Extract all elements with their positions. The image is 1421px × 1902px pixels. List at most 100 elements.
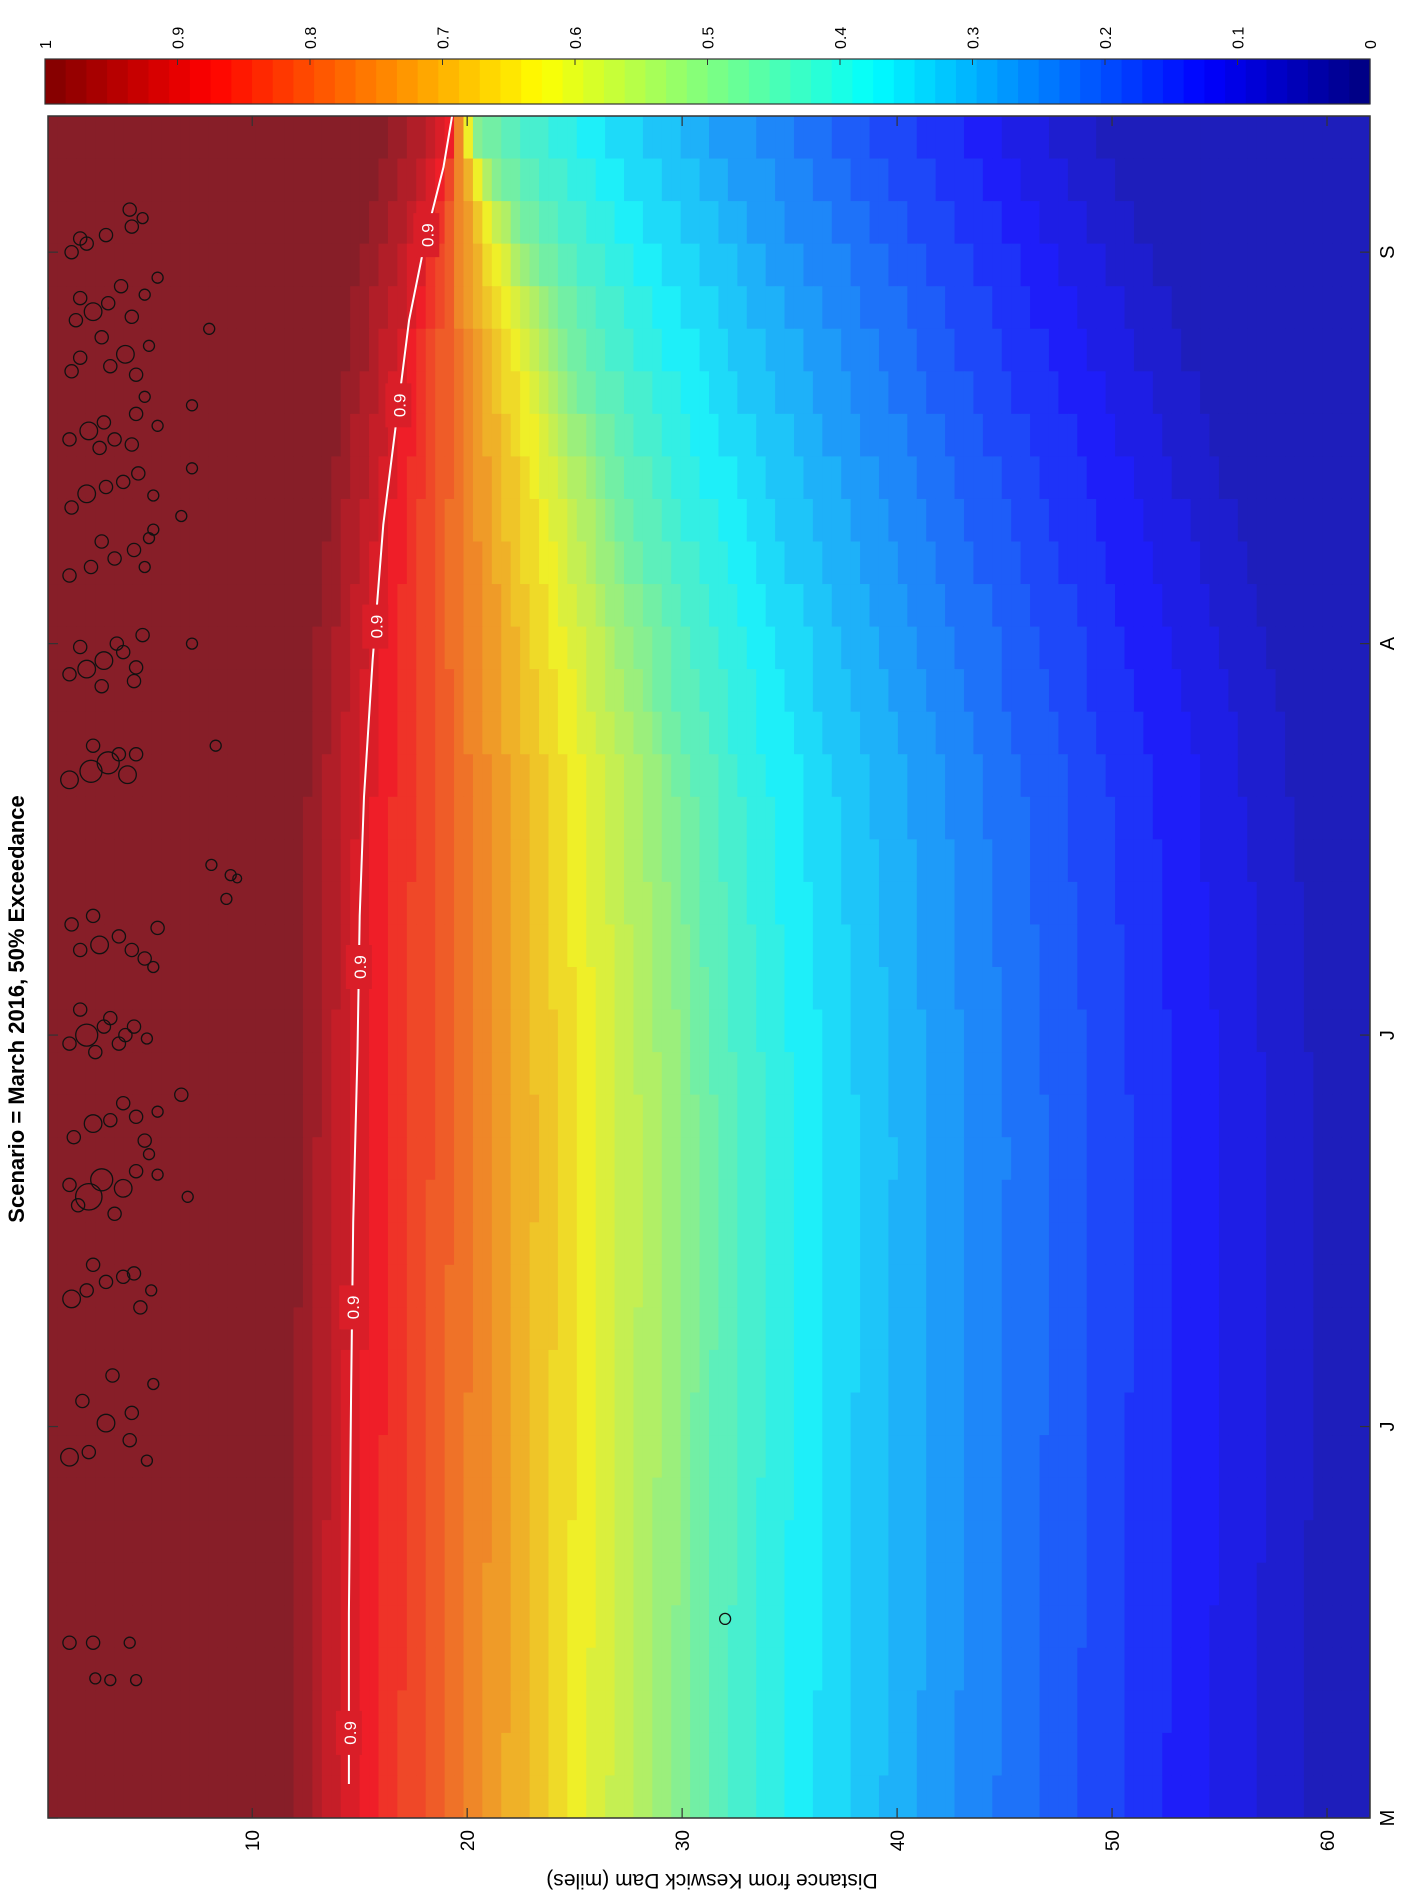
heatmap-cell xyxy=(1124,456,1135,500)
heatmap-cell xyxy=(66,967,77,1011)
heatmap-cell xyxy=(633,1477,644,1521)
heatmap-cell xyxy=(557,243,568,287)
heatmap-cell xyxy=(690,1222,701,1266)
heatmap-cell xyxy=(1228,243,1239,287)
heatmap-cell xyxy=(350,754,361,798)
heatmap-cell xyxy=(945,1052,956,1096)
heatmap-cell xyxy=(746,881,757,926)
heatmap-cell xyxy=(1030,1052,1041,1096)
heatmap-cell xyxy=(1322,371,1333,415)
heatmap-cell xyxy=(1209,541,1220,585)
heatmap-cell xyxy=(954,669,965,713)
heatmap-cell xyxy=(397,1009,408,1053)
heatmap-cell xyxy=(1181,413,1192,457)
colorbar-band xyxy=(769,59,791,104)
heatmap-cell xyxy=(1105,1307,1116,1351)
heatmap-cell xyxy=(869,201,880,245)
heatmap-cell xyxy=(472,967,483,1011)
heatmap-cell xyxy=(501,328,512,372)
heatmap-cell xyxy=(1048,1094,1059,1138)
heatmap-cell xyxy=(76,1435,87,1479)
heatmap-cell xyxy=(1313,456,1324,500)
heatmap-cell xyxy=(935,371,946,415)
heatmap-cell xyxy=(897,371,908,415)
heatmap-cell xyxy=(822,456,833,500)
heatmap-cell xyxy=(48,924,59,968)
heatmap-cell xyxy=(1124,1477,1135,1521)
heatmap-cell xyxy=(425,1349,436,1394)
heatmap-cell xyxy=(605,1520,616,1564)
heatmap-cell xyxy=(1067,328,1078,372)
heatmap-cell xyxy=(539,1349,550,1394)
heatmap-cell xyxy=(331,1520,342,1564)
heatmap-cell xyxy=(1048,201,1059,245)
heatmap-cell xyxy=(661,1435,672,1479)
heatmap-cell xyxy=(491,456,502,500)
heatmap-cell xyxy=(1171,584,1182,628)
heatmap-cell xyxy=(529,498,540,543)
heatmap-cell xyxy=(425,1562,436,1606)
colorbar-band xyxy=(210,59,232,104)
heatmap-cell xyxy=(321,328,332,372)
heatmap-cell xyxy=(860,711,871,755)
colorbar-band xyxy=(603,59,626,104)
colorbar-band xyxy=(997,59,1019,104)
heatmap-cell xyxy=(878,754,890,798)
heatmap-cell xyxy=(1341,669,1352,713)
heatmap-cell xyxy=(1332,1349,1343,1394)
heatmap-cell xyxy=(709,243,720,287)
heatmap-cell xyxy=(491,286,502,330)
heatmap-cell xyxy=(312,881,323,926)
heatmap-cell xyxy=(255,1222,266,1266)
heatmap-cell xyxy=(284,1562,295,1606)
heatmap-cell xyxy=(1285,839,1296,883)
heatmap-cell xyxy=(1001,201,1012,245)
colorbar-band xyxy=(1225,59,1247,104)
heatmap-cell xyxy=(463,498,474,543)
heatmap-cell xyxy=(1181,498,1192,543)
heatmap-cell xyxy=(661,158,672,202)
heatmap-cell xyxy=(765,286,776,330)
heatmap-cell xyxy=(293,1137,304,1181)
heatmap-cell xyxy=(680,626,691,670)
heatmap-cell xyxy=(812,881,823,926)
heatmap-cell xyxy=(718,1137,729,1181)
heatmap-cell xyxy=(529,1009,540,1053)
heatmap-cell xyxy=(1030,1520,1041,1564)
heatmap-cell xyxy=(1133,711,1144,755)
heatmap-cell xyxy=(1124,1520,1135,1564)
heatmap-cell xyxy=(1020,1349,1031,1394)
heatmap-cell xyxy=(1058,669,1069,713)
heatmap-cell xyxy=(954,626,965,670)
heatmap-cell xyxy=(359,456,370,500)
heatmap-cell xyxy=(321,839,332,883)
heatmap-cell xyxy=(822,328,833,372)
heatmap-cell xyxy=(170,243,181,287)
heatmap-cell xyxy=(189,1137,200,1181)
heatmap-cell xyxy=(491,201,502,245)
heatmap-cell xyxy=(472,584,483,628)
heatmap-cell xyxy=(1152,1477,1163,1521)
heatmap-cell xyxy=(595,541,606,585)
heatmap-cell xyxy=(378,1009,389,1053)
heatmap-cell xyxy=(1218,796,1229,840)
heatmap-cell xyxy=(841,1307,852,1351)
heatmap-cell xyxy=(1105,413,1116,457)
heatmap-cell xyxy=(444,413,455,457)
heatmap-cell xyxy=(1171,1009,1182,1053)
colorbar-band xyxy=(500,59,522,104)
heatmap-cell xyxy=(1303,1520,1314,1564)
heatmap-cell xyxy=(312,1562,323,1606)
heatmap-cell xyxy=(142,116,153,160)
heatmap-cell xyxy=(954,1094,965,1138)
heatmap-cell xyxy=(775,1392,786,1436)
heatmap-cell xyxy=(963,1179,974,1223)
heatmap-cell xyxy=(1124,584,1135,628)
heatmap-cell xyxy=(529,669,540,713)
heatmap-cell xyxy=(274,839,285,883)
heatmap-cell xyxy=(888,201,899,245)
heatmap-cell xyxy=(350,796,361,840)
heatmap-cell xyxy=(1294,286,1305,330)
heatmap-cell xyxy=(312,1307,323,1351)
heatmap-cell xyxy=(1200,796,1211,840)
